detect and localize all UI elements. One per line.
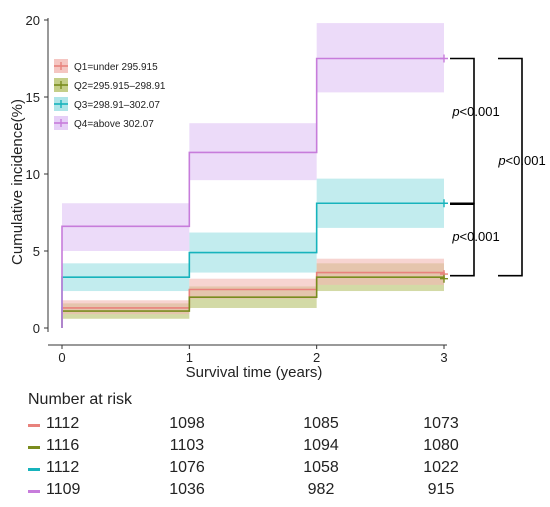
risk-value: 1058 <box>303 459 339 476</box>
risk-value: 1112 <box>46 415 80 432</box>
series-line-q2 <box>61 276 445 328</box>
series-line-q4 <box>61 57 444 328</box>
risk-value: 1103 <box>169 437 205 454</box>
risk-value: 1116 <box>46 437 80 454</box>
y-tick-label: 15 <box>26 90 40 105</box>
risk-value: 1076 <box>169 459 205 476</box>
risk-value: 1085 <box>303 415 339 432</box>
censor-mark-q2 <box>440 274 448 283</box>
legend-label-q1: Q1=under 295.915 <box>74 62 158 73</box>
risk-row-q3: 1112 1076 1058 1022 <box>0 459 550 479</box>
risk-table-title: Number at risk <box>28 391 133 408</box>
risk-row-swatch <box>28 446 40 449</box>
bracket-q3-q1 <box>450 203 475 277</box>
bracket-q4-q1 <box>498 57 523 277</box>
bracket-q4-q3 <box>450 57 475 205</box>
risk-value: 1073 <box>423 415 459 432</box>
x-tick-label: 2 <box>313 350 320 365</box>
p-value-q4-q1: p<0.001 <box>497 153 545 168</box>
risk-value: 915 <box>427 481 455 498</box>
risk-row-swatch <box>28 424 40 427</box>
risk-table: Number at risk 1112 1098 1085 1073 1116 1103 1… <box>0 383 550 507</box>
censor-mark-q4 <box>440 54 448 63</box>
p-value-q3-q1: p<0.001 <box>451 229 499 244</box>
risk-value: 1036 <box>169 481 205 498</box>
y-tick-label: 0 <box>33 321 40 336</box>
series-line-q1 <box>61 271 445 328</box>
risk-value: 1098 <box>169 415 205 432</box>
risk-value: 1109 <box>46 481 81 498</box>
risk-row-swatch <box>28 490 40 493</box>
x-axis-label: Survival time (years) <box>186 364 323 381</box>
risk-value: 982 <box>307 481 335 498</box>
risk-row-q4: 1109 1036 982 915 <box>0 481 550 501</box>
y-tick-label: 5 <box>33 244 40 259</box>
y-tick-label: 10 <box>26 167 40 182</box>
y-axis-label: Cumulative incidence(%) <box>9 99 26 265</box>
cumulative-incidence-chart: 0 5 10 15 20 0 1 2 3 Survival time (years) Cumulat… <box>9 13 546 381</box>
risk-value: 1080 <box>423 437 459 454</box>
risk-row-swatch <box>28 468 40 471</box>
legend-label-q2: Q2=295.915–298.91 <box>74 81 166 92</box>
p-value-q4-q3: p<0.001 <box>451 104 499 119</box>
y-tick-label: 20 <box>26 13 40 28</box>
x-tick-label: 3 <box>440 350 447 365</box>
risk-row-q1: 1112 1098 1085 1073 <box>0 415 550 435</box>
risk-value: 1112 <box>46 459 80 476</box>
legend-label-q3: Q3=298.91–302.07 <box>74 100 160 111</box>
legend-label-q4: Q4=above 302.07 <box>74 119 154 130</box>
censor-mark-q3 <box>440 199 448 208</box>
x-tick-label: 1 <box>186 350 193 365</box>
risk-value: 1094 <box>303 437 339 454</box>
risk-value: 1022 <box>423 459 459 476</box>
x-tick-label: 0 <box>58 350 65 365</box>
risk-row-q2: 1116 1103 1094 1080 <box>0 437 550 457</box>
